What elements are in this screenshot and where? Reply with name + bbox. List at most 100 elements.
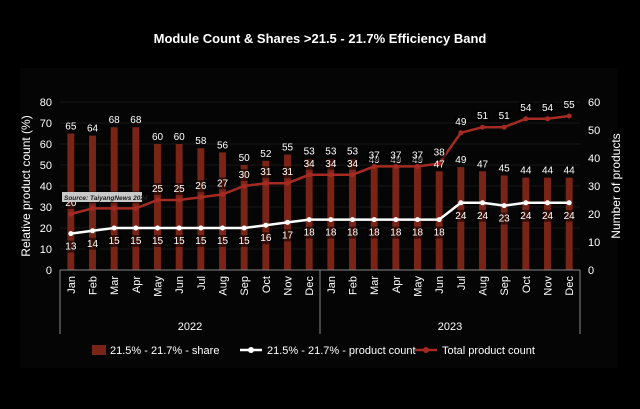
band-count-value-label: 24 — [520, 211, 532, 222]
x-tick-label: Aug — [478, 276, 490, 296]
bar — [175, 144, 183, 270]
line-label-bg — [345, 157, 360, 170]
total-count-point — [111, 205, 117, 211]
line-label-bg — [215, 177, 230, 190]
chart-title: Module Count & Shares >21.5 - 21.7% Effi… — [153, 31, 487, 46]
total-count-value-label: 34 — [347, 159, 359, 170]
bar-value-label: 58 — [195, 136, 207, 147]
band-count-point — [328, 217, 334, 223]
legend-swatch-dot — [248, 347, 254, 353]
year-label: 2022 — [178, 321, 202, 333]
line-label-bg — [410, 149, 425, 162]
bar-value-label: 53 — [325, 147, 337, 158]
line-label-bg — [562, 209, 577, 222]
band-count-value-label: 18 — [304, 228, 316, 239]
band-count-value-label: 24 — [477, 211, 489, 222]
total-count-point — [263, 180, 269, 186]
total-count-point — [393, 163, 399, 169]
line-label-bg — [150, 235, 165, 247]
total-count-point — [415, 163, 420, 169]
bar-value-label: 45 — [499, 164, 511, 175]
line-label-bg — [518, 209, 533, 222]
bar-value-label: 50 — [239, 153, 251, 164]
total-count-value-label: 37 — [369, 150, 381, 161]
bar — [565, 177, 573, 270]
y-right-tick-label: 10 — [588, 237, 600, 249]
band-count-value-label: 15 — [239, 236, 251, 247]
bar — [219, 152, 226, 270]
total-count-value-label: 38 — [434, 148, 446, 159]
line-label-bg — [453, 209, 468, 222]
x-tick-label: May — [413, 276, 425, 297]
y-left-tick-label: 0 — [46, 265, 52, 277]
total-count-point — [306, 172, 312, 178]
line-label-bg — [280, 229, 295, 242]
legend-label: 21.5% - 21.7% - share — [110, 345, 219, 357]
total-count-point — [155, 197, 160, 203]
y-left-tick-label: 30 — [40, 202, 52, 214]
y-left-tick-label: 50 — [40, 160, 52, 172]
y-right-tick-label: 60 — [588, 97, 600, 109]
legend-label: 21.5% - 21.7% - product count — [267, 345, 416, 357]
line-label-bg — [258, 232, 273, 245]
legend-swatch-dot — [423, 347, 429, 353]
line-label-bg — [172, 183, 187, 195]
line-label-bg — [518, 101, 533, 114]
total-count-point — [436, 161, 442, 167]
line-label-bg — [453, 115, 468, 128]
bar — [544, 177, 551, 270]
band-count-value-label: 17 — [282, 230, 294, 241]
total-count-value-label: 54 — [520, 103, 532, 114]
year-label: 2023 — [438, 321, 462, 333]
line-label-bg — [367, 149, 382, 162]
total-count-point — [241, 183, 247, 189]
bar-value-label: 65 — [65, 122, 77, 133]
band-count-value-label: 15 — [195, 236, 207, 247]
x-tick-label: Apr — [131, 276, 143, 293]
band-count-value-label: 16 — [260, 233, 272, 244]
line-label-bg — [388, 226, 403, 239]
line-label-bg — [280, 166, 295, 179]
line-label-bg — [215, 235, 230, 247]
bar — [240, 165, 248, 270]
total-count-value-label: 31 — [260, 167, 272, 178]
band-count-value-label: 18 — [369, 228, 381, 239]
total-count-point — [133, 205, 139, 211]
band-count-point — [220, 225, 225, 231]
line-label-bg — [323, 226, 338, 239]
total-count-value-label: 34 — [304, 159, 316, 170]
x-tick-label: Apr — [391, 276, 403, 293]
legend-label: Total product count — [442, 345, 535, 357]
total-count-value-label: 37 — [412, 150, 424, 161]
bar-value-label: 52 — [260, 149, 272, 160]
total-count-point — [285, 180, 290, 186]
band-count-point — [393, 217, 399, 223]
total-count-value-label: 25 — [152, 184, 164, 195]
x-tick-label: Jun — [434, 276, 446, 294]
bar — [327, 158, 335, 270]
bar — [305, 158, 313, 270]
x-tick-label: Oct — [261, 276, 273, 293]
total-count-point — [458, 130, 464, 136]
x-tick-label: Nov — [283, 276, 295, 296]
y-left-tick-label: 40 — [40, 181, 52, 193]
bar-value-label: 44 — [564, 166, 576, 177]
total-count-point — [176, 197, 182, 203]
bar — [197, 148, 205, 270]
y-right-tick-label: 50 — [588, 125, 600, 137]
axes: 0 10 20 30 40 50 60 70 80 0 10 20 30 40 50 60 Relative p… — [19, 97, 623, 334]
total-count-point — [371, 163, 377, 169]
band-count-value-label: 13 — [65, 242, 77, 253]
band-count-point — [523, 200, 529, 206]
line-label-bg — [193, 235, 208, 247]
bar-value-label: 56 — [217, 140, 229, 151]
total-count-line — [70, 114, 570, 216]
bar-value-label: 60 — [152, 132, 164, 143]
x-tick-label: Dec — [304, 276, 316, 296]
band-count-point — [285, 219, 290, 225]
band-count-value-label: 15 — [217, 236, 229, 247]
band-count-line — [70, 201, 570, 235]
y-left-tick-label: 60 — [40, 139, 52, 151]
line-label-bg — [497, 212, 512, 225]
y-left-tick-label: 70 — [40, 118, 52, 130]
